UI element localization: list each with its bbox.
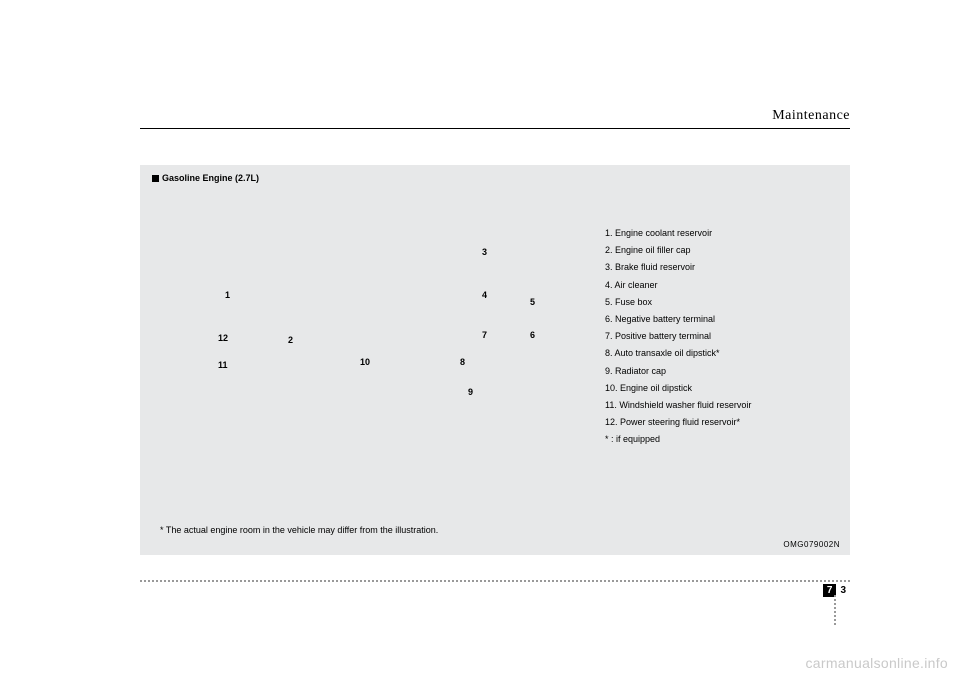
callout-4: 4 [482,290,487,300]
legend-item: 2. Engine oil filler cap [605,242,835,258]
legend-list: 1. Engine coolant reservoir 2. Engine oi… [605,225,835,448]
legend-item: 7. Positive battery terminal [605,328,835,344]
page-number: 7 3 [823,584,850,597]
legend-item: 10. Engine oil dipstick [605,380,835,396]
panel-footnote: * The actual engine room in the vehicle … [160,525,438,535]
legend-item: 12. Power steering fluid reservoir* [605,414,835,430]
page-side-dots [834,595,836,625]
callout-7: 7 [482,330,487,340]
callout-9: 9 [468,387,473,397]
callout-3: 3 [482,247,487,257]
page-divider [140,580,850,582]
header-rule [140,128,850,129]
legend-note: * : if equipped [605,431,835,447]
legend-item: 3. Brake fluid reservoir [605,259,835,275]
legend-item: 8. Auto transaxle oil dipstick* [605,345,835,361]
section-title: Maintenance [772,108,850,124]
diagram-panel: Gasoline Engine (2.7L) 1 2 3 4 5 6 7 8 9… [140,165,850,555]
square-bullet-icon [152,175,159,182]
callout-12: 12 [218,333,228,343]
callout-8: 8 [460,357,465,367]
engine-title-text: Gasoline Engine (2.7L) [162,173,259,183]
page: Maintenance Gasoline Engine (2.7L) 1 2 3… [0,0,960,679]
legend-item: 1. Engine coolant reservoir [605,225,835,241]
legend-item: 5. Fuse box [605,294,835,310]
figure-code: OMG079002N [783,540,840,549]
engine-title: Gasoline Engine (2.7L) [152,173,259,183]
callout-6: 6 [530,330,535,340]
watermark: carmanualsonline.info [806,655,949,671]
legend-item: 9. Radiator cap [605,363,835,379]
page-number-value: 3 [836,584,850,597]
callout-11: 11 [218,360,228,370]
callout-10: 10 [360,357,370,367]
callout-5: 5 [530,297,535,307]
callout-2: 2 [288,335,293,345]
legend-item: 11. Windshield washer fluid reservoir [605,397,835,413]
legend-item: 4. Air cleaner [605,277,835,293]
diagram-area: 1 2 3 4 5 6 7 8 9 10 11 12 [160,205,570,485]
legend-item: 6. Negative battery terminal [605,311,835,327]
callout-1: 1 [225,290,230,300]
